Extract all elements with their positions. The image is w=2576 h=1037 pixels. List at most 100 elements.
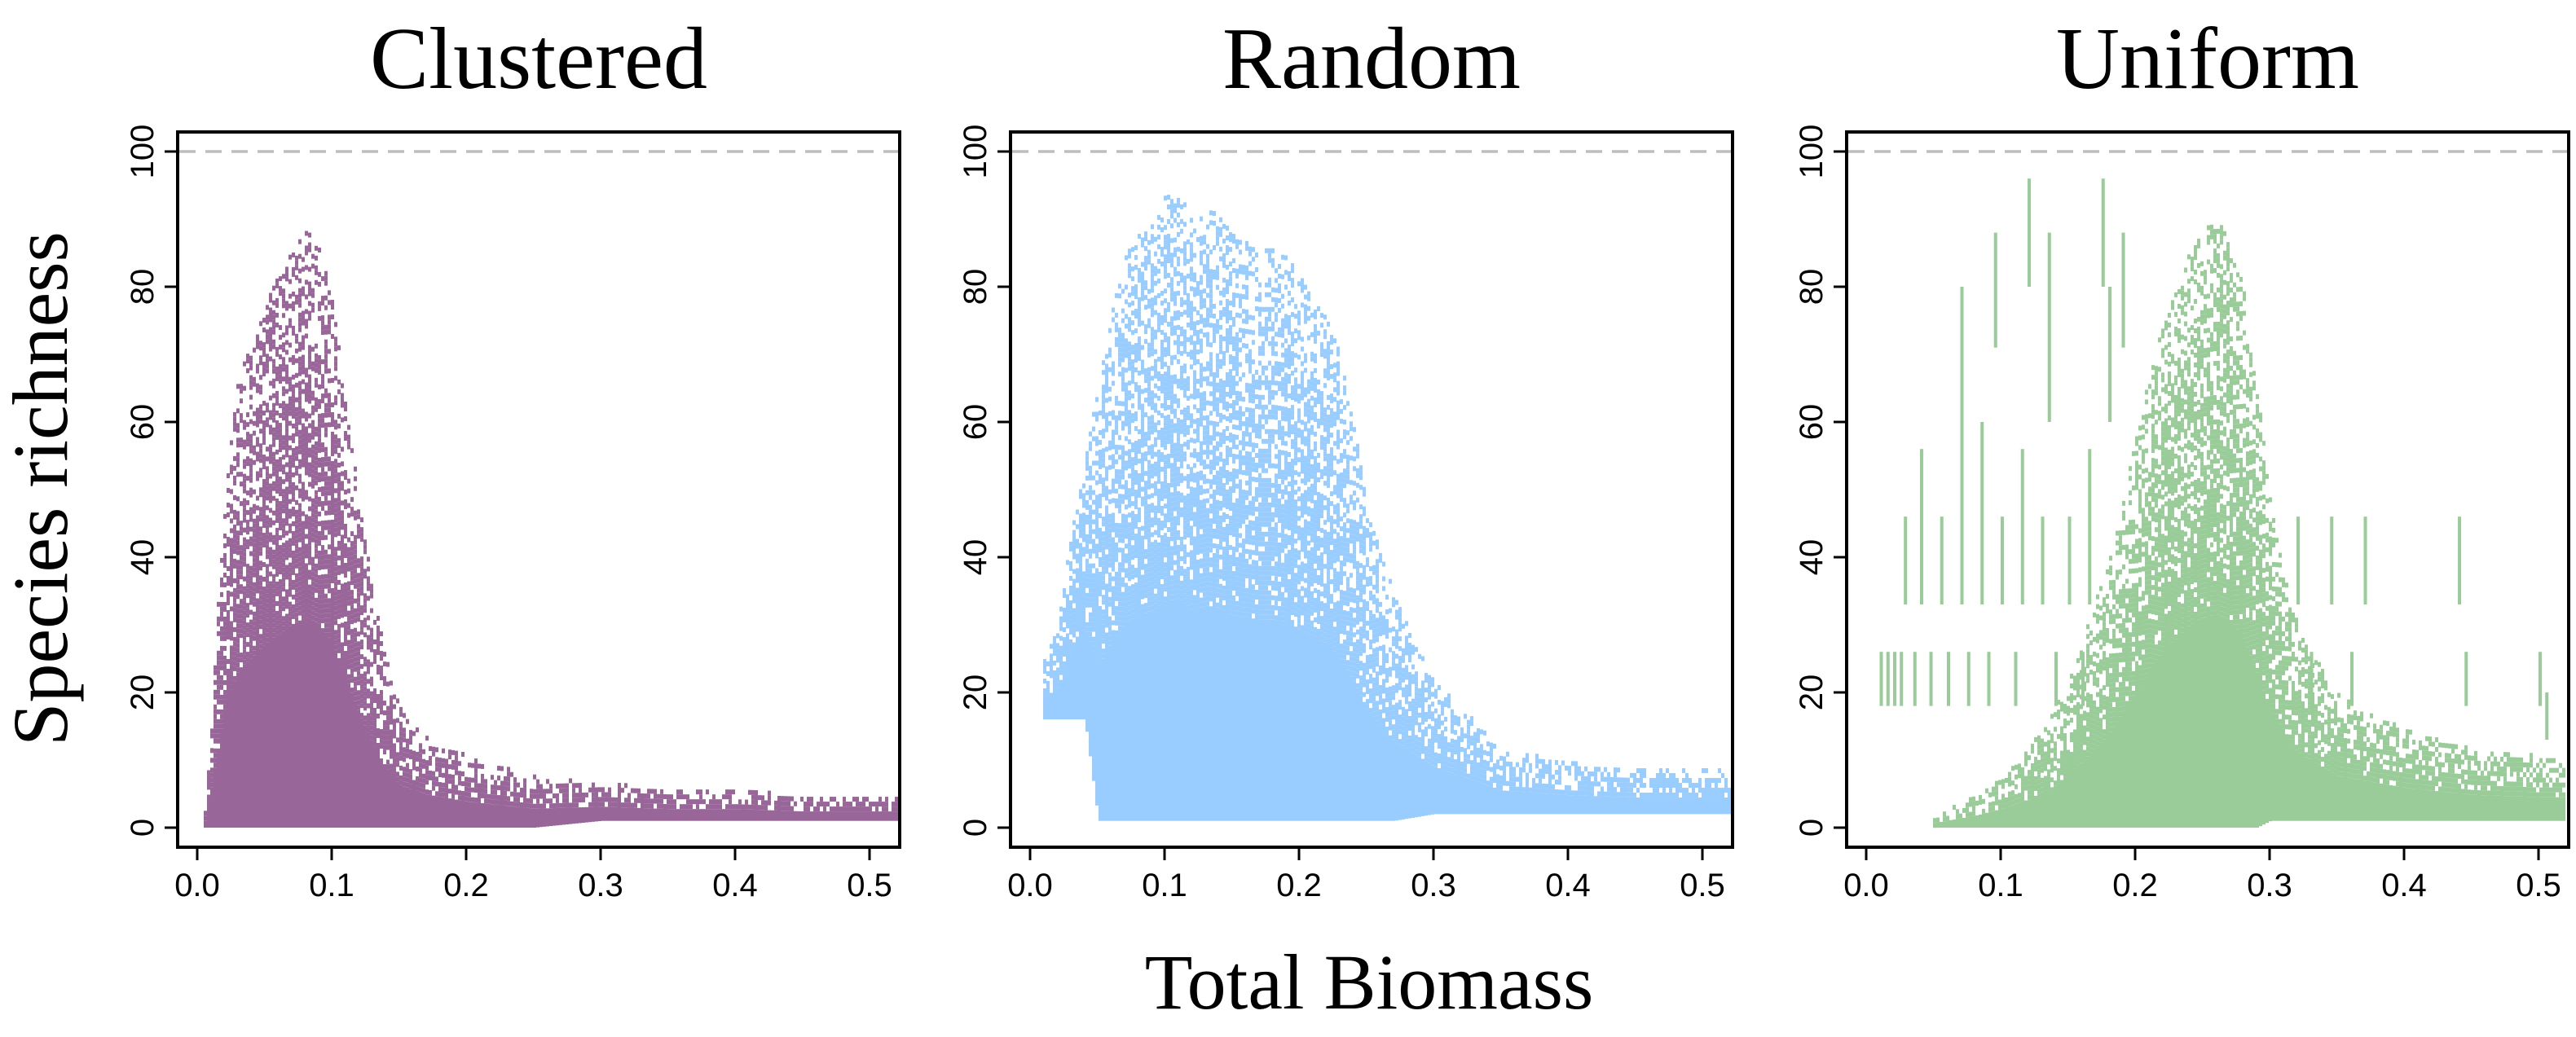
density-cell: [324, 368, 328, 374]
density-cell: [1092, 411, 1095, 417]
density-cell: [1196, 516, 1200, 521]
density-cell: [1183, 300, 1187, 305]
density-cell: [295, 553, 298, 559]
density-cell: [233, 514, 236, 520]
density-cell: [328, 627, 331, 633]
density-cell: [1138, 492, 1141, 498]
density-cell: [1089, 490, 1092, 495]
density-cell: [1174, 428, 1177, 433]
density-column: [777, 811, 781, 821]
density-cell: [308, 525, 311, 531]
density-cell: [507, 786, 510, 792]
density-cell: [1151, 493, 1154, 499]
density-cell: [1151, 566, 1154, 572]
density-cell: [1167, 258, 1170, 264]
density-cell: [800, 796, 804, 802]
density-cell: [882, 802, 885, 807]
density-cell: [363, 686, 367, 692]
density-cell: [1115, 595, 1118, 601]
density-cell: [1170, 482, 1174, 488]
density-cell: [1196, 310, 1200, 316]
density-cell: [298, 385, 302, 391]
density-cell: [1079, 552, 1082, 558]
density-cell: [429, 775, 432, 780]
density-cell: [341, 510, 344, 516]
density-cell: [1134, 358, 1138, 363]
density-cell: [262, 621, 266, 626]
density-cell: [1128, 395, 1131, 401]
density-cell: [1206, 292, 1209, 298]
density-cell: [1131, 535, 1134, 541]
density-cell: [272, 368, 275, 374]
density-cell: [256, 583, 259, 589]
density-cell: [256, 339, 259, 345]
density-cell: [331, 466, 334, 472]
density-cell: [246, 627, 249, 633]
density-cell: [380, 700, 383, 705]
density-cell: [1147, 552, 1151, 558]
density-cell: [311, 292, 315, 298]
density-cell: [321, 609, 324, 614]
density-cell: [1076, 607, 1079, 613]
density-cell: [1187, 385, 1190, 391]
density-cell: [1079, 567, 1082, 573]
density-cell: [272, 344, 275, 349]
density-cell: [817, 806, 820, 812]
density-cell: [1206, 517, 1209, 523]
density-cell: [282, 406, 285, 411]
density-cell: [1203, 376, 1206, 382]
density-cell: [504, 776, 507, 781]
density-cell: [285, 369, 288, 375]
density-cell: [1141, 486, 1144, 492]
density-cell: [302, 291, 305, 297]
density-cell: [1112, 620, 1115, 626]
density-cell: [334, 566, 337, 572]
density-cell: [1170, 204, 1174, 209]
y-tick-label: 80: [125, 269, 161, 305]
density-cell: [1196, 530, 1200, 536]
density-column: [895, 811, 898, 821]
density-cell: [1170, 556, 1174, 561]
density-cell: [1141, 271, 1144, 277]
density-cell: [1164, 269, 1167, 275]
density-cell: [448, 764, 451, 770]
density-cell: [1147, 494, 1151, 499]
density-cell: [253, 459, 256, 465]
density-cell: [852, 797, 856, 802]
density-cell: [1141, 609, 1144, 614]
density-cell: [1196, 579, 1200, 585]
density-cell: [318, 521, 321, 526]
density-cell: [1160, 301, 1164, 306]
density-cell: [680, 789, 683, 795]
density-cell: [438, 787, 442, 793]
density-cell: [1092, 602, 1095, 608]
density-cell: [305, 568, 308, 573]
density-cell: [448, 774, 451, 780]
density-cell: [1099, 439, 1102, 445]
density-cell: [240, 657, 243, 663]
density-cell: [1151, 605, 1154, 611]
density-cell: [1209, 538, 1213, 543]
density-cell: [214, 723, 217, 729]
density-cell: [1141, 525, 1144, 531]
density-cell: [341, 515, 344, 521]
density-column: [559, 807, 562, 825]
density-cell: [230, 606, 233, 612]
density-column: [592, 806, 595, 822]
density-cell: [253, 508, 256, 514]
density-cell: [318, 384, 321, 389]
density-cell: [253, 420, 256, 426]
density-cell: [220, 557, 223, 563]
density-cell: [279, 623, 282, 629]
density-cell: [266, 544, 269, 550]
density-cell: [298, 420, 302, 425]
density-cell: [383, 652, 386, 657]
density-cell: [328, 608, 331, 613]
density-cell: [1079, 557, 1082, 563]
density-cell: [256, 554, 259, 560]
density-cell: [350, 580, 354, 586]
density-cell: [1209, 293, 1213, 299]
density-cell: [1160, 340, 1164, 345]
density-cell: [321, 565, 324, 570]
density-cell: [240, 521, 243, 526]
